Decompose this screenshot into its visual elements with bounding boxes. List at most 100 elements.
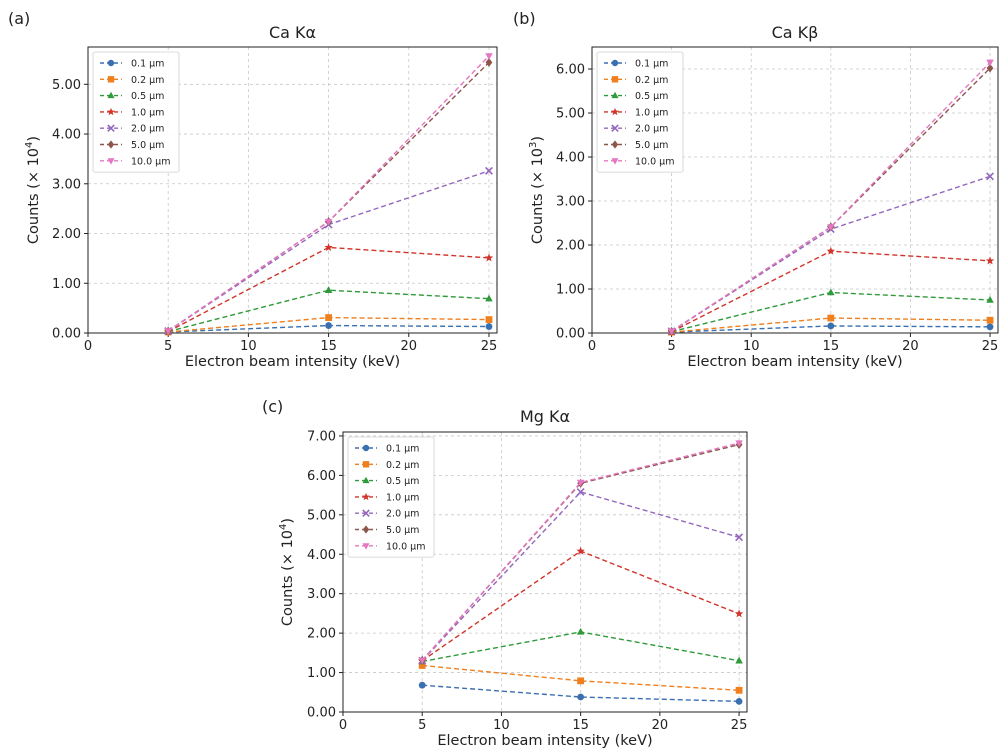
- data-point: [485, 53, 493, 61]
- y-tick-label: 0.00: [307, 706, 336, 721]
- legend-marker-stroke-2: [362, 509, 370, 517]
- legend-label: 0.1 μm: [635, 59, 668, 70]
- y-axis-label: Counts (× 104): [24, 136, 42, 244]
- y-tick-label: 6.00: [307, 469, 336, 484]
- data-point-stroke-2: [576, 487, 585, 496]
- data-point: [986, 59, 994, 67]
- x-tick-label: 10: [493, 718, 510, 733]
- series-line: [671, 175, 991, 332]
- y-axis-label-close: ): [26, 136, 42, 142]
- y-tick-label: 5.00: [556, 107, 585, 122]
- series-6: [667, 59, 994, 336]
- y-tick-label: 1.00: [52, 277, 81, 292]
- data-point: [827, 322, 835, 330]
- legend-marker: [611, 91, 619, 99]
- series-line: [422, 684, 740, 703]
- y-tick-label: 5.00: [52, 78, 81, 93]
- data-point: [986, 316, 994, 324]
- legend-label: 5.0 μm: [131, 140, 164, 151]
- legend: 0.1 μm 0.2 μm 0.5 μm 1.0 μm 2.0 μm 5.0 μm 10.0…: [92, 51, 180, 173]
- y-tick-label: 0.00: [52, 327, 81, 342]
- legend-box: [347, 436, 435, 558]
- legend-label: 5.0 μm: [635, 140, 668, 151]
- legend-marker: [107, 107, 115, 116]
- y-tick-label: 4.00: [52, 128, 81, 143]
- data-point: [735, 440, 743, 448]
- legend-label: 1.0 μm: [635, 107, 668, 118]
- legend-marker: [611, 76, 619, 83]
- data-point: [734, 609, 744, 618]
- legend-label: 0.5 μm: [635, 91, 668, 102]
- y-tick-label: 7.00: [307, 429, 336, 444]
- data-point: [485, 57, 493, 67]
- x-tick-label: 5: [418, 718, 426, 733]
- data-point-stroke-2: [735, 533, 744, 542]
- legend-label: 0.2 μm: [131, 75, 164, 86]
- series-6: [164, 53, 493, 336]
- legend-marker: [107, 140, 115, 149]
- data-point: [484, 253, 494, 262]
- x-tick-label: 5: [164, 339, 172, 354]
- y-axis-label-exponent: 3: [528, 142, 539, 148]
- y-tick-label: 5.00: [307, 508, 336, 523]
- legend: 0.1 μm 0.2 μm 0.5 μm 1.0 μm 2.0 μm 5.0 μm 10.0…: [596, 51, 684, 173]
- series-line: [671, 325, 991, 333]
- legend-label: 0.2 μm: [635, 75, 668, 86]
- data-point-stroke-2: [986, 172, 995, 181]
- chart-title: Ca Kβ: [772, 23, 819, 42]
- legend-marker: [107, 91, 115, 99]
- panel-label: (b): [513, 9, 536, 28]
- data-point: [986, 63, 994, 73]
- y-tick-label: 3.00: [52, 177, 81, 192]
- panel-c: 0 5 10 15 20 25 0.00 1.00 2.00 3.00 4.00 5.00 6.00 7.…: [262, 397, 748, 749]
- legend-label: 1.0 μm: [131, 107, 164, 118]
- series-line: [421, 443, 740, 661]
- plot-frame: [591, 46, 999, 334]
- x-tick-label: 0: [588, 339, 596, 354]
- series-line: [421, 442, 740, 661]
- legend-marker: [362, 461, 370, 468]
- data-point: [324, 218, 333, 226]
- data-point: [325, 314, 332, 321]
- data-point: [827, 288, 835, 296]
- data-point: [485, 323, 493, 330]
- x-tick-label: 0: [339, 718, 347, 733]
- y-tick-label: 2.00: [307, 627, 336, 642]
- data-point: [735, 686, 743, 694]
- legend-label: 0.1 μm: [386, 444, 419, 455]
- legend-label: 2.0 μm: [635, 124, 668, 135]
- data-point: [418, 657, 426, 665]
- x-tick-label: 10: [240, 339, 257, 354]
- x-tick-label: 15: [823, 339, 840, 354]
- legend-label: 0.2 μm: [386, 460, 419, 471]
- data-point: [418, 662, 426, 669]
- y-tick-label: 3.00: [556, 195, 585, 210]
- data-point: [826, 246, 836, 255]
- data-point: [735, 697, 743, 705]
- series-2: [418, 627, 743, 665]
- legend-box: [596, 51, 684, 173]
- x-tick-label: 20: [401, 339, 418, 354]
- data-point: [986, 295, 994, 303]
- legend: 0.1 μm 0.2 μm 0.5 μm 1.0 μm 2.0 μm 5.0 μm 10.0…: [347, 436, 435, 558]
- data-point: [735, 533, 744, 542]
- legend-marker: [362, 444, 370, 452]
- data-point: [576, 479, 585, 487]
- x-tick-label: 20: [652, 718, 669, 733]
- data-point: [576, 546, 585, 555]
- x-tick-label: 25: [481, 339, 498, 354]
- chart-title: Ca Kα: [269, 23, 316, 42]
- x-tick-label: 15: [320, 339, 337, 354]
- data-point: [485, 294, 493, 302]
- y-axis-label: Counts (× 104): [278, 518, 296, 626]
- data-point: [324, 243, 333, 252]
- series-line: [422, 664, 740, 692]
- data-point: [325, 322, 332, 329]
- y-tick-label: 2.00: [52, 227, 81, 242]
- data-point: [986, 323, 994, 331]
- y-tick-label: 2.00: [556, 239, 585, 254]
- legend-marker: [362, 509, 370, 517]
- data-point: [418, 681, 426, 689]
- series-line: [168, 289, 490, 333]
